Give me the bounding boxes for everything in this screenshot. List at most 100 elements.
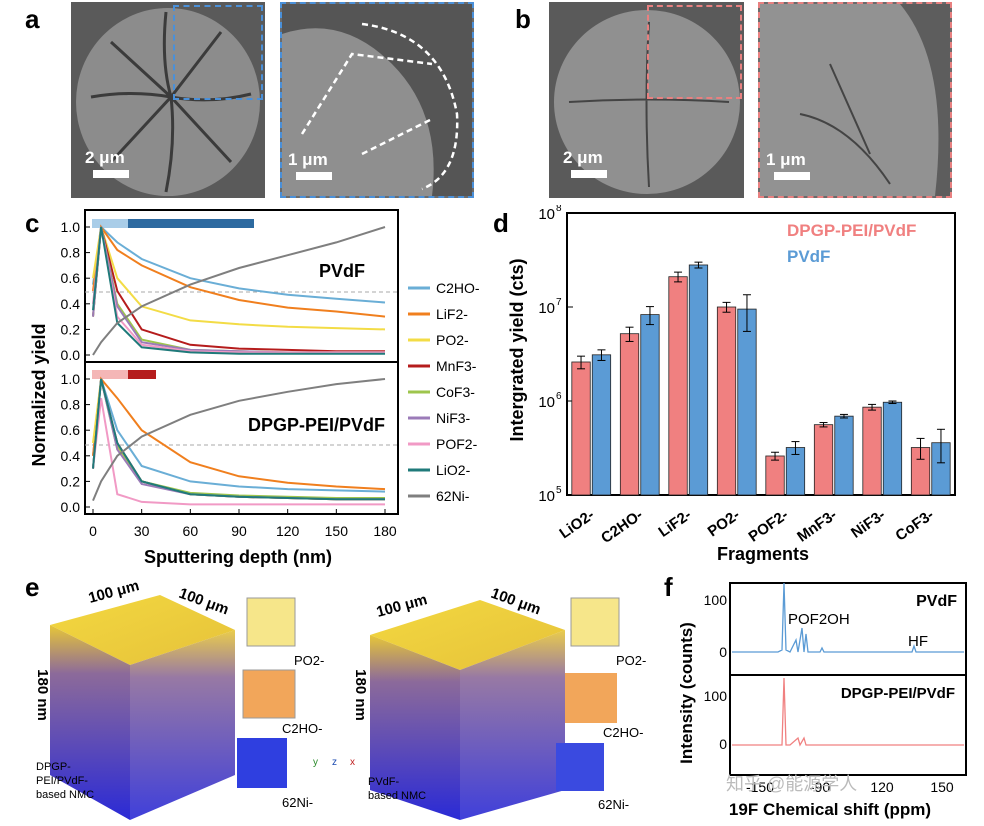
spectrum-dpgp	[732, 677, 964, 747]
small-map-label: 62Ni-	[282, 795, 313, 810]
y-tick-label: 10	[538, 488, 555, 505]
series-lines	[92, 224, 386, 506]
panel-f-nmr: Intensity (counts) 19F Chemical shift (p…	[677, 582, 967, 819]
y-tick: 0	[719, 644, 727, 660]
y-tick-label: 0.0	[61, 347, 81, 363]
category-label: MnF3-	[794, 506, 840, 545]
category-label: PO2-	[705, 506, 743, 540]
small-map-label: C2HO-	[282, 721, 322, 736]
cube-caption-left: DPGP- PEI/PVdF- based NMC	[36, 760, 94, 802]
x-tick-label: 60	[183, 523, 199, 539]
legend-label: NiF3-	[436, 410, 471, 426]
panel-label-d: d	[493, 208, 509, 238]
scale-bar	[93, 170, 129, 178]
cube-dim-label: 100 μm	[375, 591, 429, 621]
x-tick: -90	[810, 779, 830, 795]
panel-label-b: b	[515, 4, 531, 34]
caption-line: DPGP-	[36, 761, 71, 773]
panel-label-a: a	[25, 4, 40, 34]
small-map-po2	[570, 597, 620, 647]
cube-top	[370, 600, 565, 670]
legend-label: POF2-	[436, 436, 478, 452]
bar	[591, 354, 612, 496]
legend-label: LiO2-	[436, 462, 471, 478]
caption-line: PVdF-	[368, 776, 400, 788]
y-tick-label: 10	[538, 394, 555, 411]
x-tick: -150	[746, 779, 774, 795]
series-line-NiF3-	[92, 226, 385, 354]
series-line-LiF2-	[92, 224, 386, 318]
series-line-POF2-	[92, 398, 385, 506]
panel-label-e: e	[25, 572, 40, 602]
depth-bar-light	[92, 219, 128, 228]
sem-particle-graphic	[71, 2, 265, 198]
x-tick-label: 0	[89, 523, 97, 539]
peak-label-hf: HF	[908, 633, 928, 650]
series-line-C2HO-	[92, 378, 386, 493]
bar	[640, 314, 660, 496]
scale-bar	[774, 172, 810, 180]
y-tick: 0	[719, 736, 727, 752]
y-tick-exponent: 7	[556, 297, 562, 308]
y-tick-label: 0.0	[61, 499, 81, 515]
axis-letter: y	[313, 757, 318, 768]
watermark: 知乎 @能源学人	[726, 774, 858, 794]
category-label: NiF3-	[848, 506, 888, 541]
sem-zoom-graphic	[760, 4, 950, 196]
small-map-label: C2HO-	[603, 725, 643, 740]
small-map-label: 62Ni-	[598, 797, 629, 812]
scale-bar	[296, 172, 332, 180]
legend-label: PO2-	[436, 332, 469, 348]
sem-image-b-overview: 2 μm	[549, 2, 744, 198]
scale-bar-label: 2 μm	[563, 148, 603, 167]
y-tick: 100	[704, 592, 728, 608]
x-axis-label: Sputtering depth (nm)	[144, 547, 332, 567]
category-label: POF2-	[746, 506, 792, 545]
series-line-LiO2-	[92, 226, 385, 355]
y-tick-label: 10	[538, 300, 555, 317]
x-tick-label: 120	[276, 523, 300, 539]
legend-label: C2HO-	[436, 280, 480, 296]
cube-right-face	[130, 630, 235, 820]
series-line-62Ni-	[92, 378, 386, 501]
bar	[571, 361, 591, 496]
scale-bar	[571, 170, 607, 178]
small-map-ni	[556, 743, 604, 791]
panel-e-3d-maps: 100 μm 100 μm 180 nm PO2- C2HO- 62Ni- y …	[34, 577, 646, 820]
y-tick-label: 10	[538, 206, 555, 223]
bar	[668, 276, 688, 496]
bar	[882, 401, 903, 496]
series-line-LiO2-	[92, 378, 385, 501]
bar	[813, 424, 834, 496]
spectrum-pvdf	[732, 582, 964, 653]
y-tick-exponent: 8	[556, 205, 562, 214]
zoom-box-a	[173, 5, 263, 100]
category-label: CoF3-	[892, 506, 937, 544]
top-plot-title: PVdF	[916, 593, 957, 610]
series-line-C2HO-	[92, 224, 386, 304]
legend-label: 62Ni-	[436, 488, 470, 504]
sem-image-a-zoom: 1 μm	[280, 2, 474, 198]
scale-bar-label: 2 μm	[85, 148, 125, 167]
y-axis-label: Normalized yield	[29, 323, 49, 466]
sem-zoom-graphic	[282, 4, 472, 196]
x-axis-label: Fragments	[717, 544, 809, 564]
y-tick-label: 1.0	[61, 219, 81, 235]
cube-caption-right: PVdF- based NMC	[368, 775, 426, 803]
y-tick-label: 0.8	[61, 245, 81, 261]
bar	[716, 306, 737, 496]
y-tick-label: 1.0	[61, 371, 81, 387]
depth-bar-dark	[128, 219, 254, 228]
y-tick-label: 0.2	[61, 473, 81, 489]
cube-depth-label: 180 nm	[352, 669, 369, 721]
caption-line: based NMC	[36, 789, 95, 801]
caption-line: PEI/PVdF-	[36, 775, 88, 787]
cube-left-face	[50, 625, 130, 820]
bar	[765, 455, 785, 496]
top-plot-frame	[84, 209, 399, 363]
series-line-MnF3-	[92, 378, 385, 501]
x-axis-label: 19F Chemical shift (ppm)	[729, 800, 931, 819]
series-line-CoF3-	[92, 378, 385, 499]
y-tick-label: 0.4	[61, 296, 81, 312]
